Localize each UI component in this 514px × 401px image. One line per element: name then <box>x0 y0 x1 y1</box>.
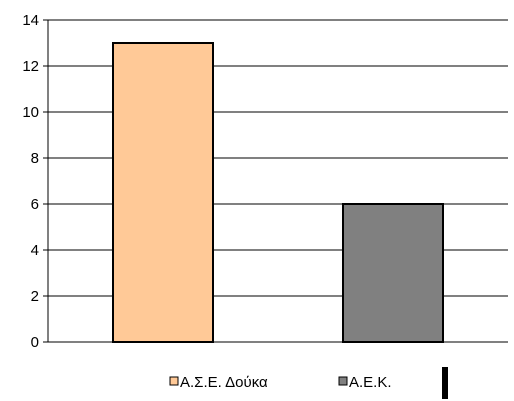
bar-1 <box>112 42 214 343</box>
y-tick-label: 10 <box>22 104 39 121</box>
bars <box>112 42 444 343</box>
y-axis: 0 2 4 6 8 10 12 14 <box>22 12 49 351</box>
y-tick-label: 0 <box>31 334 39 351</box>
legend: Α.Σ.Ε. Δούκα Α.Ε.Κ. <box>169 374 392 391</box>
y-tick-label: 8 <box>31 150 39 167</box>
legend-label: Α.Ε.Κ. <box>349 374 392 391</box>
legend-swatch <box>169 376 179 386</box>
y-tick-label: 2 <box>31 288 39 305</box>
y-tick-label: 12 <box>22 58 39 75</box>
y-tick-label: 4 <box>31 242 39 259</box>
y-tick-label: 14 <box>22 12 39 29</box>
legend-swatch <box>338 376 348 386</box>
bar-2 <box>342 203 444 343</box>
cursor-bar <box>442 367 448 399</box>
legend-label: Α.Σ.Ε. Δούκα <box>180 374 268 391</box>
y-tick-label: 6 <box>31 196 39 213</box>
